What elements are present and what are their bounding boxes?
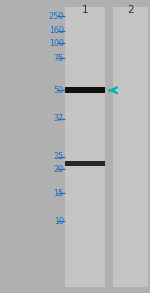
Text: 37: 37 <box>54 114 64 123</box>
Bar <box>65 161 105 166</box>
Bar <box>65 87 105 93</box>
Text: 10: 10 <box>54 217 64 226</box>
Text: 50: 50 <box>54 86 64 95</box>
Bar <box>113 7 148 287</box>
Text: 250: 250 <box>48 12 64 21</box>
Text: 75: 75 <box>54 54 64 62</box>
Bar <box>65 7 105 287</box>
Text: 100: 100 <box>49 39 64 48</box>
Text: 20: 20 <box>54 165 64 174</box>
Text: 15: 15 <box>54 189 64 198</box>
Text: 1: 1 <box>81 5 88 15</box>
Text: 25: 25 <box>54 152 64 161</box>
Text: 160: 160 <box>49 26 64 35</box>
Text: 2: 2 <box>127 5 134 15</box>
